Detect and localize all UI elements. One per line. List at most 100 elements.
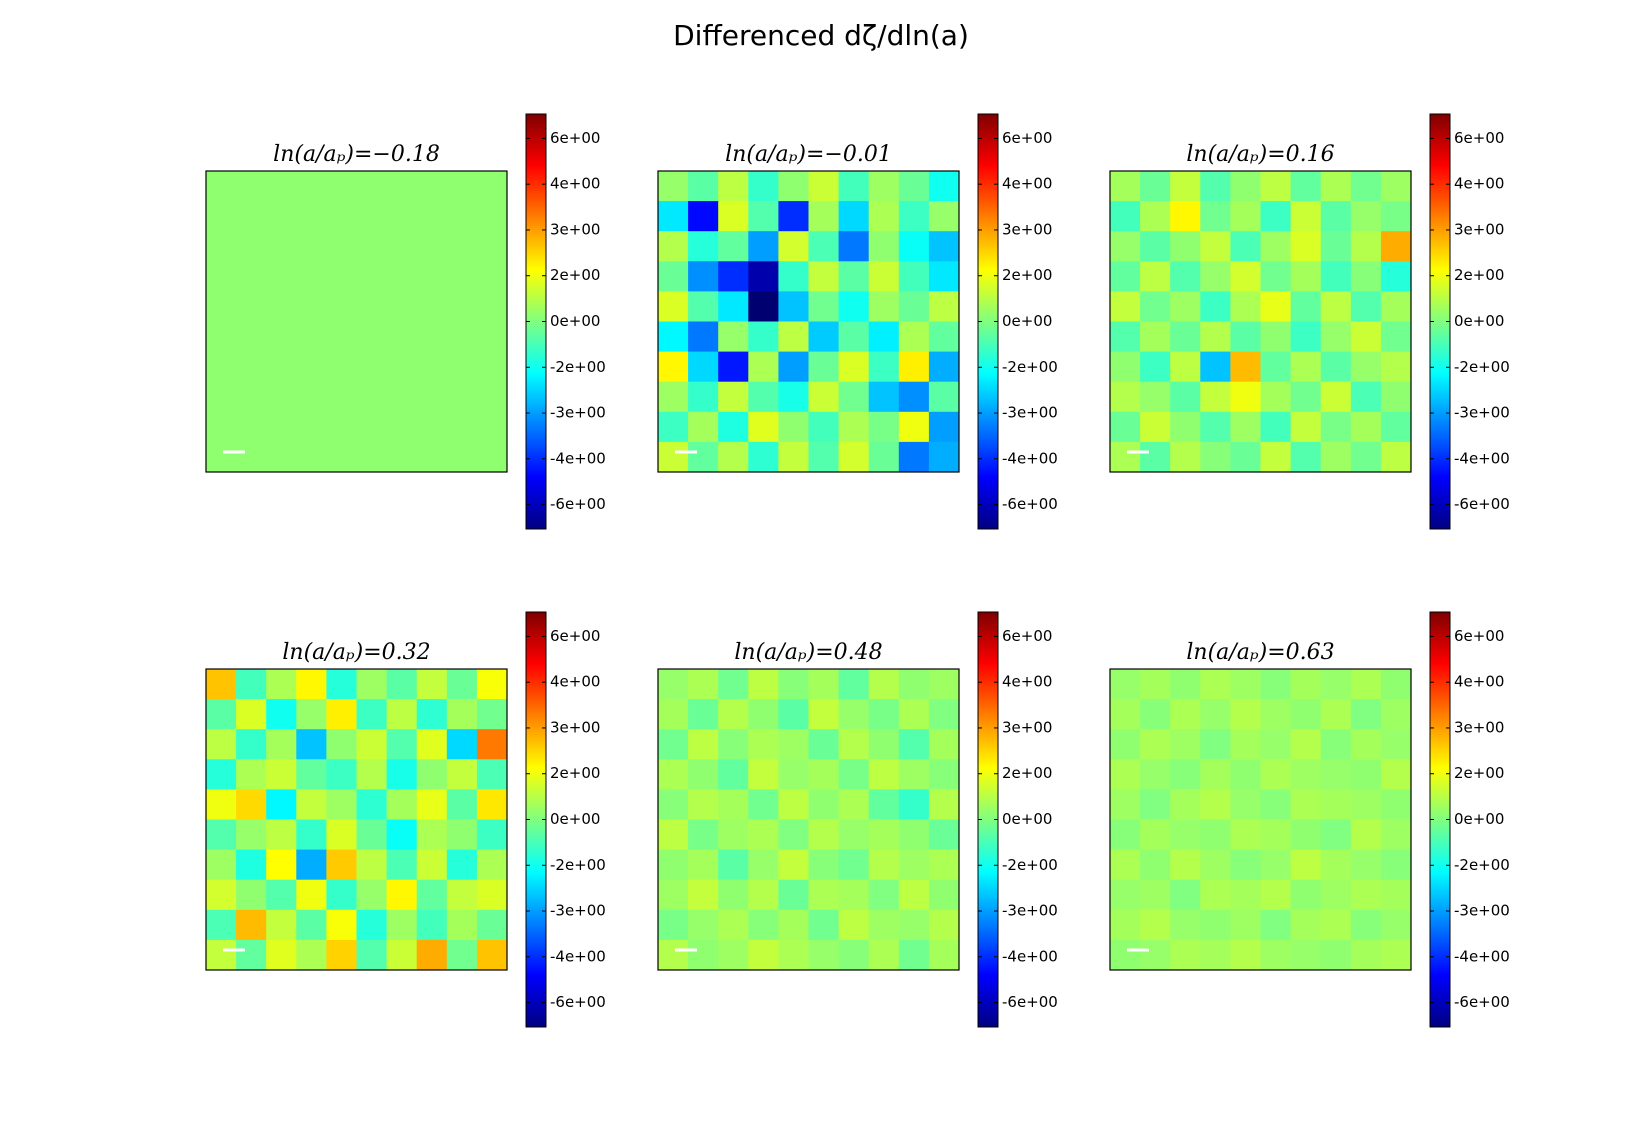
heatmap-cell: [296, 729, 327, 760]
heatmap-cell: [1380, 849, 1412, 881]
heatmap-cell: [386, 699, 418, 730]
heatmap-cell: [688, 441, 719, 473]
heatmap-cell: [416, 441, 448, 473]
heatmap-cell: [688, 381, 719, 413]
heatmap-cell: [718, 291, 749, 322]
heatmap-cell: [236, 441, 267, 473]
heatmap-cell: [1290, 411, 1322, 443]
heatmap-cell: [658, 441, 689, 473]
heatmap-cell: [446, 441, 478, 473]
heatmap-cell: [1260, 699, 1291, 730]
colorbar-tick-label: -4e+00: [550, 947, 606, 965]
heatmap-cell: [1350, 939, 1382, 971]
heatmap-cell: [1380, 939, 1412, 971]
heatmap-cell: [1110, 939, 1141, 971]
heatmap-cell: [718, 729, 749, 760]
figure-title: Differenced dζ/dln(a): [673, 19, 969, 52]
heatmap-cell: [1350, 759, 1382, 790]
heatmap-cell: [1230, 729, 1261, 760]
heatmap-cell: [718, 759, 749, 790]
heatmap-cell: [718, 171, 749, 202]
heatmap-cell: [416, 381, 448, 413]
heatmap-cell: [1260, 411, 1291, 443]
heatmap-cell: [868, 291, 900, 322]
heatmap-cell: [386, 201, 418, 232]
heatmap-cell: [688, 171, 719, 202]
heatmap-cell: [748, 789, 779, 820]
heatmap-cell: [808, 291, 839, 322]
heatmap-cell: [778, 699, 809, 730]
heatmap-cell: [1170, 699, 1201, 730]
heatmap-cell: [748, 699, 779, 730]
colorbar-tick-label: 3e+00: [550, 718, 600, 736]
heatmap-cell: [778, 849, 809, 881]
heatmap-cell: [416, 321, 448, 352]
heatmap-cell: [1230, 789, 1261, 820]
heatmap-cell: [1230, 909, 1261, 941]
colorbar-tick-label: 6e+00: [550, 627, 600, 645]
heatmap-cell: [838, 669, 870, 700]
heatmap-cell: [416, 759, 448, 790]
heatmap-cell: [838, 759, 870, 790]
heatmap-cell: [1200, 231, 1231, 262]
heatmap-cell: [206, 909, 237, 941]
heatmap-cell: [206, 171, 237, 202]
heatmap-cell: [838, 909, 870, 941]
heatmap-cell: [778, 819, 809, 850]
heatmap-cell: [1140, 819, 1171, 850]
heatmap-cell: [1350, 411, 1382, 443]
panel-title: ln(a/aₚ)=−0.18: [273, 142, 440, 167]
heatmap-cell: [266, 759, 297, 790]
heatmap-cell: [778, 321, 809, 352]
heatmap-cell: [356, 381, 387, 413]
colorbar-tick-label: 4e+00: [1454, 673, 1504, 691]
heatmap-cell: [658, 729, 689, 760]
heatmap-cell: [718, 939, 749, 971]
heatmap-cell: [266, 699, 297, 730]
heatmap-cell: [1350, 231, 1382, 262]
heatmap-cell: [356, 939, 387, 971]
heatmap-cell: [416, 171, 448, 202]
heatmap-cell: [446, 879, 478, 911]
heatmap-cell: [808, 909, 839, 941]
heatmap-cell: [838, 411, 870, 443]
heatmap-cell: [326, 729, 357, 760]
heatmap-cell: [1140, 729, 1171, 760]
heatmap-cell: [296, 849, 327, 881]
heatmap-cell: [236, 699, 267, 730]
heatmap-cell: [688, 321, 719, 352]
colorbar-tick-label: 4e+00: [550, 175, 600, 193]
heatmap-cell: [416, 849, 448, 881]
colorbar-tick-label: 0e+00: [1454, 810, 1504, 828]
heatmap-cell: [928, 441, 960, 473]
heatmap-cell: [446, 381, 478, 413]
heatmap-cell: [1320, 789, 1352, 820]
heatmap-cell: [748, 351, 779, 383]
colorbar-tick-label: 2e+00: [1454, 764, 1504, 782]
heatmap-cell: [1290, 669, 1322, 700]
heatmap-cell: [1320, 321, 1352, 352]
heatmap-cell: [718, 909, 749, 941]
heatmap-cell: [266, 909, 297, 941]
colorbar-tick-label: -4e+00: [1454, 449, 1510, 467]
colorbar-tick-label: -4e+00: [1454, 947, 1510, 965]
heatmap-cell: [476, 261, 508, 292]
colorbar-tick-label: 3e+00: [1002, 220, 1052, 238]
heatmap-cell: [266, 789, 297, 820]
heatmap-cell: [356, 351, 387, 383]
heatmap-cell: [1380, 351, 1412, 383]
heatmap-cell: [206, 939, 237, 971]
heatmap-cell: [928, 381, 960, 413]
heatmap-cell: [718, 441, 749, 473]
heatmap-cell: [356, 819, 387, 850]
colorbar-tick-label: -6e+00: [1454, 993, 1510, 1011]
colorbar-tick-label: 2e+00: [1002, 266, 1052, 284]
heatmap-cell: [1260, 201, 1291, 232]
heatmap-cell: [1290, 441, 1322, 473]
heatmap-cell: [1110, 291, 1141, 322]
heatmap-cell: [206, 261, 237, 292]
heatmap-cell: [868, 759, 900, 790]
heatmap-cell: [386, 231, 418, 262]
heatmap-cell: [386, 849, 418, 881]
heatmap-cell: [718, 849, 749, 881]
